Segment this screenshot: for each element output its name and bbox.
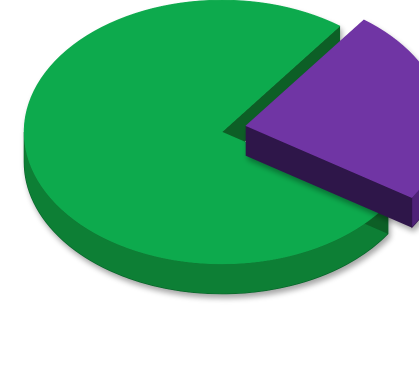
pie-slice-1-cut-1 [245,125,412,228]
pie-slice-0-top [23,0,389,265]
pie-slice-1 [245,19,419,229]
pie-slice-1-top [245,19,419,198]
pie-slice-1-wall [411,189,419,229]
pie-slices [23,0,419,295]
